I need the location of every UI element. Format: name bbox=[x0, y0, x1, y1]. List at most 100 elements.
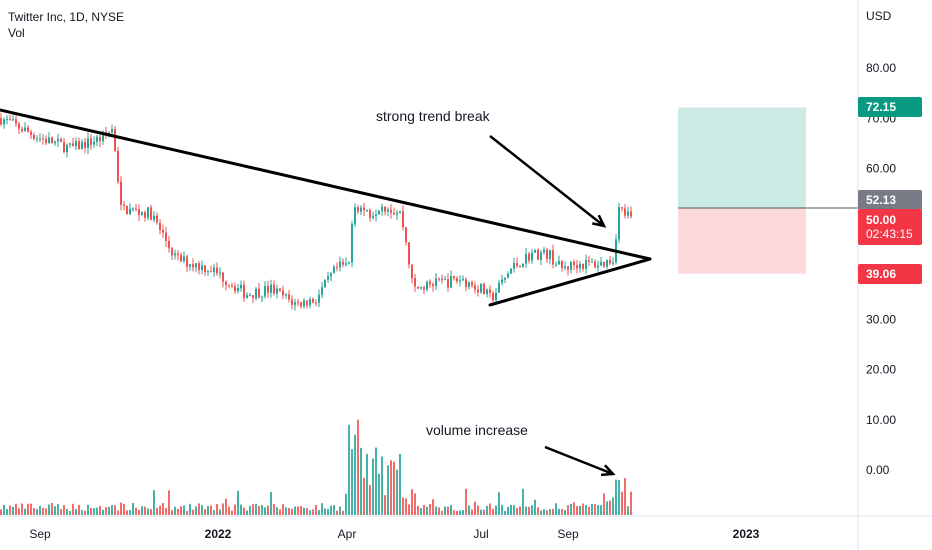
candle-body bbox=[399, 211, 401, 213]
candle-body bbox=[120, 181, 122, 205]
candle-body bbox=[63, 141, 65, 153]
volume-bar bbox=[6, 509, 8, 515]
candle-body bbox=[468, 282, 470, 288]
volume-bar bbox=[123, 503, 125, 515]
y-tick-label: 20.00 bbox=[866, 363, 896, 377]
volume-bar bbox=[438, 507, 440, 515]
candle-body bbox=[66, 144, 68, 153]
volume-bar bbox=[303, 507, 305, 515]
candle-body bbox=[414, 278, 416, 287]
volume-bar bbox=[348, 424, 350, 515]
candle-body bbox=[513, 263, 515, 269]
volume-bar bbox=[447, 506, 449, 515]
candle-body bbox=[552, 250, 554, 265]
trend-break-arrow bbox=[489, 135, 605, 227]
current-price-badge: 50.00 02:43:15 bbox=[858, 209, 922, 245]
candle-body bbox=[369, 209, 371, 218]
volume-bar bbox=[261, 504, 263, 515]
candle-body bbox=[30, 131, 32, 135]
candle-body bbox=[171, 248, 173, 256]
volume-bar bbox=[378, 473, 380, 515]
volume-bar bbox=[366, 453, 368, 515]
candle-body bbox=[216, 267, 218, 274]
volume-bar bbox=[141, 506, 143, 515]
volume-bar bbox=[513, 505, 515, 515]
volume-bar bbox=[309, 510, 311, 515]
volume-bar bbox=[216, 504, 218, 515]
volume-bar bbox=[222, 503, 224, 515]
candle-body bbox=[411, 264, 413, 279]
volume-bar bbox=[489, 503, 491, 515]
volume-bar bbox=[549, 509, 551, 515]
candle-body bbox=[99, 136, 101, 141]
ascending-trendline bbox=[488, 257, 652, 307]
volume-bar bbox=[381, 456, 383, 515]
volume-bar bbox=[297, 506, 299, 515]
risk-reward-zones bbox=[678, 107, 858, 274]
volume-bar bbox=[144, 506, 146, 515]
candle-body bbox=[351, 224, 353, 263]
candle-body bbox=[624, 208, 626, 216]
candle-body bbox=[243, 284, 245, 298]
candle-body bbox=[261, 296, 263, 298]
candle-body bbox=[246, 295, 248, 298]
volume-bar bbox=[249, 505, 251, 515]
candle-body bbox=[177, 253, 179, 256]
volume-bar bbox=[579, 505, 581, 515]
volume-bar bbox=[276, 507, 278, 515]
currency-label: USD bbox=[866, 9, 892, 23]
volume-bar bbox=[3, 504, 5, 515]
volume-bar bbox=[126, 510, 128, 515]
candle-body bbox=[255, 288, 257, 299]
volume-bar bbox=[255, 503, 257, 515]
candle-body bbox=[390, 209, 392, 213]
y-tick-label: 0.00 bbox=[866, 463, 890, 477]
x-tick-label: Sep bbox=[557, 527, 579, 541]
candle-body bbox=[489, 289, 491, 294]
candle-body bbox=[417, 286, 419, 289]
volume-bar bbox=[75, 508, 77, 515]
volume-bar bbox=[483, 509, 485, 515]
candle-body bbox=[522, 263, 524, 268]
y-tick-label: 60.00 bbox=[866, 162, 896, 176]
volume-bar bbox=[237, 490, 239, 515]
candle-body bbox=[297, 302, 299, 304]
volume-bar bbox=[594, 504, 596, 515]
candle-body bbox=[519, 265, 521, 268]
x-tick-label: Apr bbox=[338, 527, 357, 541]
volume-bar bbox=[342, 510, 344, 515]
candle-body bbox=[480, 283, 482, 293]
candle-body bbox=[423, 287, 425, 290]
candle-body bbox=[258, 288, 260, 298]
candle-body bbox=[534, 249, 536, 253]
candle-body bbox=[291, 299, 293, 305]
volume-bar bbox=[537, 507, 539, 515]
volume-bar bbox=[618, 480, 620, 515]
volume-bar bbox=[357, 419, 359, 515]
candle-body bbox=[9, 119, 11, 121]
candle-body bbox=[393, 212, 395, 215]
candle-body bbox=[366, 209, 368, 211]
candle-body bbox=[21, 128, 23, 132]
x-tick-label: 2023 bbox=[733, 527, 760, 541]
volume-bar bbox=[543, 509, 545, 515]
volume-bar bbox=[312, 509, 314, 515]
candle-body bbox=[339, 261, 341, 268]
candle-body bbox=[129, 208, 131, 215]
volume-bar bbox=[558, 508, 560, 515]
candle-body bbox=[87, 138, 89, 149]
candle-body bbox=[189, 264, 191, 267]
volume-bar bbox=[234, 504, 236, 515]
volume-bar bbox=[207, 505, 209, 515]
volume-bar bbox=[582, 503, 584, 515]
volume-bar bbox=[420, 508, 422, 515]
candle-body bbox=[267, 285, 269, 293]
volume-bar bbox=[66, 509, 68, 515]
candle-body bbox=[141, 212, 143, 215]
volume-bar bbox=[180, 506, 182, 515]
candle-body bbox=[36, 138, 38, 140]
candle-body bbox=[303, 300, 305, 307]
candle-body bbox=[621, 207, 623, 209]
candle-body bbox=[447, 279, 449, 288]
